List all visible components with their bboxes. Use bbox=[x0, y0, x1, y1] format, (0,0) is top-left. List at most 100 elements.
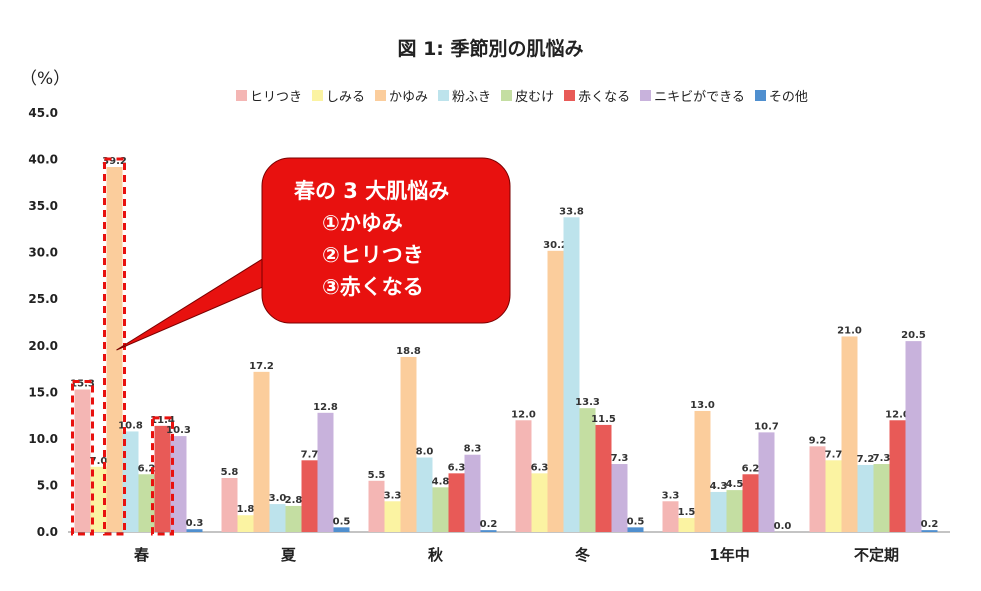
bar bbox=[90, 466, 107, 532]
highlight-box bbox=[71, 380, 94, 536]
bar bbox=[694, 410, 711, 532]
data-label: 12.0 bbox=[885, 409, 910, 420]
category-label: 不定期 bbox=[854, 546, 899, 564]
bar bbox=[710, 491, 727, 532]
bar bbox=[464, 454, 481, 532]
legend-label: その他 bbox=[768, 90, 808, 105]
bar bbox=[138, 474, 155, 532]
data-label: 2.8 bbox=[285, 495, 303, 506]
bar bbox=[841, 336, 858, 532]
bar bbox=[758, 432, 775, 532]
data-label: 7.7 bbox=[825, 449, 843, 460]
data-label: 0.2 bbox=[480, 519, 498, 530]
data-label: 10.8 bbox=[118, 420, 143, 431]
bar bbox=[301, 460, 318, 532]
bar bbox=[515, 420, 532, 532]
data-label: 0.5 bbox=[627, 516, 645, 527]
legend-label: 皮むけ bbox=[515, 90, 555, 105]
bar bbox=[186, 529, 203, 532]
bar bbox=[384, 501, 401, 532]
bar bbox=[726, 490, 743, 532]
legend-label: 赤くなる bbox=[578, 90, 631, 105]
y-tick-label: 40.0 bbox=[28, 153, 58, 167]
data-label: 3.0 bbox=[269, 493, 287, 504]
y-axis-unit: （%） bbox=[20, 69, 71, 89]
highlight-box bbox=[151, 416, 174, 536]
data-label: 8.3 bbox=[464, 444, 482, 455]
legend-swatch bbox=[438, 90, 450, 101]
data-label: 30.2 bbox=[543, 240, 568, 251]
legend-item: 皮むけ bbox=[501, 86, 554, 105]
legend-item: かゆみ bbox=[375, 86, 428, 105]
data-label: 3.3 bbox=[662, 490, 680, 501]
bar bbox=[825, 460, 842, 532]
data-label: 0.3 bbox=[186, 518, 204, 529]
callout: 春の 3 大肌悩み ①かゆみ ②ヒリつき ③赤くなる bbox=[116, 157, 511, 351]
callout-box bbox=[261, 157, 511, 324]
data-label: 7.2 bbox=[857, 454, 875, 465]
legend-item: ニキビができる bbox=[640, 86, 745, 105]
bar bbox=[400, 356, 417, 532]
bar bbox=[611, 464, 628, 532]
data-label: 0.5 bbox=[333, 516, 351, 527]
data-label: 10.3 bbox=[166, 425, 191, 436]
data-label: 6.3 bbox=[531, 462, 549, 473]
legend-swatch bbox=[312, 90, 324, 101]
data-label: 5.8 bbox=[221, 467, 239, 478]
bar bbox=[368, 480, 385, 532]
legend-swatch bbox=[236, 90, 247, 101]
bar bbox=[269, 504, 286, 532]
data-label: 4.8 bbox=[432, 476, 450, 487]
data-label: 7.3 bbox=[873, 453, 891, 464]
data-label: 12.0 bbox=[511, 409, 536, 420]
bar bbox=[547, 250, 564, 532]
bar bbox=[106, 167, 123, 532]
data-label: 39.2 bbox=[102, 156, 127, 167]
data-label: 7.3 bbox=[611, 453, 629, 464]
callout-joint bbox=[264, 250, 284, 288]
legend-label: しみる bbox=[326, 90, 366, 105]
data-label: 4.3 bbox=[710, 481, 728, 492]
bar bbox=[678, 518, 695, 532]
data-label: 6.2 bbox=[138, 463, 156, 474]
y-tick-label: 10.0 bbox=[28, 432, 58, 446]
bar bbox=[905, 341, 922, 532]
data-label: 0.0 bbox=[774, 521, 792, 532]
y-tick-label: 30.0 bbox=[28, 246, 58, 260]
data-label: 6.2 bbox=[742, 463, 760, 474]
bar bbox=[122, 431, 139, 532]
bar bbox=[873, 464, 890, 532]
legend-item: ヒリつき bbox=[236, 86, 302, 105]
y-tick-label: 5.0 bbox=[37, 478, 58, 492]
data-label: 5.5 bbox=[368, 470, 386, 481]
bar bbox=[579, 408, 596, 532]
legend-swatch bbox=[640, 90, 652, 101]
data-label: 33.8 bbox=[559, 206, 584, 217]
data-label: 11.5 bbox=[591, 414, 616, 425]
legend-label: ニキビができる bbox=[654, 90, 745, 105]
data-label: 12.8 bbox=[313, 402, 338, 413]
bar bbox=[432, 487, 449, 532]
bar bbox=[742, 474, 759, 532]
y-tick-label: 45.0 bbox=[28, 106, 58, 120]
legend-label: かゆみ bbox=[389, 90, 429, 105]
bar bbox=[170, 436, 187, 532]
data-label: 10.7 bbox=[754, 421, 779, 432]
bar bbox=[889, 420, 906, 532]
callout-line: ③赤くなる bbox=[322, 275, 424, 299]
bar bbox=[563, 217, 580, 533]
data-label: 7.7 bbox=[301, 449, 319, 460]
bar bbox=[253, 371, 270, 532]
data-label: 1.5 bbox=[678, 507, 696, 518]
legend-swatch bbox=[564, 90, 576, 101]
data-label: 9.2 bbox=[809, 435, 827, 446]
legend-swatch bbox=[754, 90, 766, 101]
bar bbox=[480, 530, 497, 532]
data-label: 15.3 bbox=[70, 379, 95, 390]
data-label: 18.8 bbox=[396, 346, 421, 357]
data-label: 4.5 bbox=[726, 479, 744, 490]
callout-line: 春の 3 大肌悩み bbox=[294, 179, 449, 203]
bar bbox=[531, 473, 548, 532]
data-label: 0.2 bbox=[921, 519, 939, 530]
bar bbox=[74, 389, 91, 532]
